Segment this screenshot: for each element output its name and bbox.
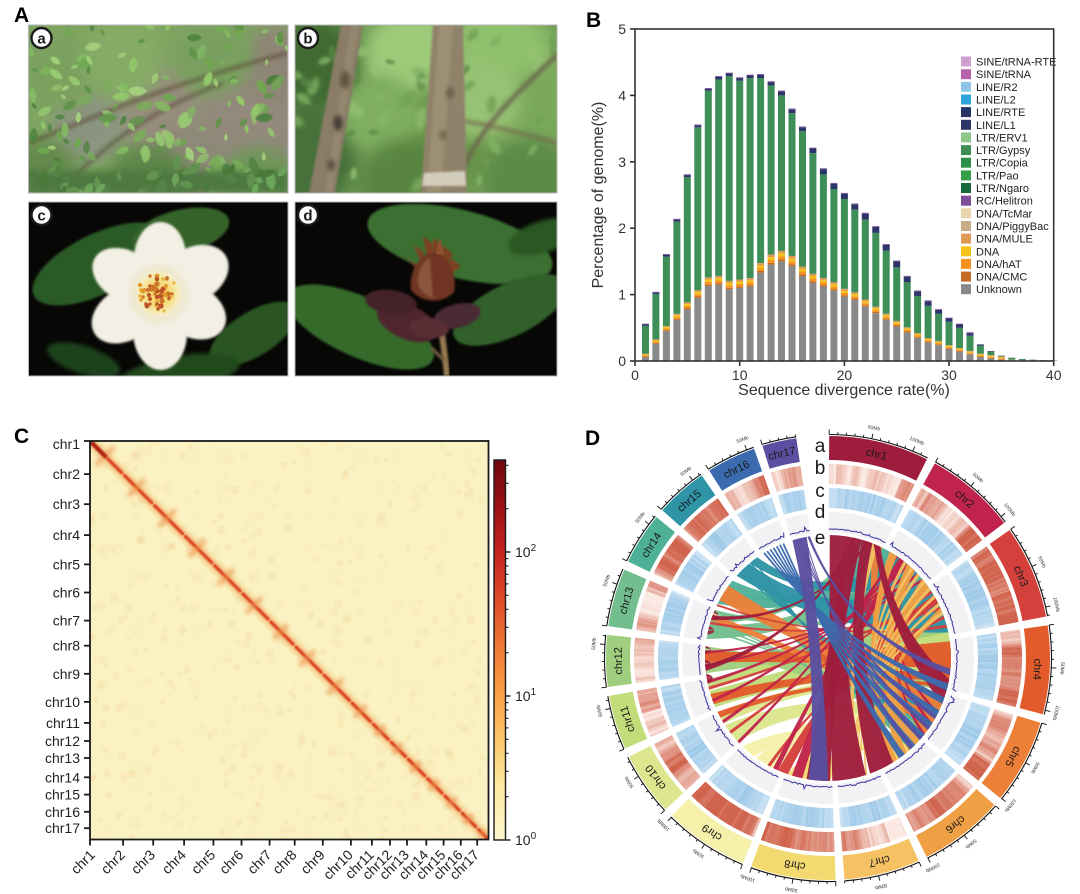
svg-text:c: c (37, 208, 45, 225)
svg-text:LINE/RTE: LINE/RTE (976, 107, 1025, 119)
svg-text:0: 0 (618, 353, 626, 369)
svg-text:SINE/tRNA-RTE: SINE/tRNA-RTE (976, 57, 1056, 69)
svg-text:chr7: chr7 (867, 852, 891, 869)
svg-text:chr8: chr8 (53, 638, 80, 654)
svg-text:100Mb: 100Mb (1002, 502, 1016, 518)
svg-text:50Mb: 50Mb (602, 574, 612, 588)
svg-text:chr9: chr9 (53, 666, 80, 682)
svg-text:100Mb: 100Mb (1051, 705, 1061, 721)
svg-text:Unknown: Unknown (976, 284, 1022, 296)
svg-text:chr13: chr13 (45, 750, 80, 766)
svg-text:50Mb: 50Mb (867, 424, 881, 432)
svg-text:chr12: chr12 (613, 647, 625, 675)
svg-text:LINE/L1: LINE/L1 (976, 120, 1016, 132)
svg-text:50Mb: 50Mb (624, 775, 636, 789)
svg-text:3: 3 (618, 154, 626, 170)
svg-text:100Mb: 100Mb (1003, 797, 1017, 813)
svg-text:LTR/ERV1: LTR/ERV1 (976, 132, 1028, 144)
svg-text:LINE/R2: LINE/R2 (976, 82, 1018, 94)
svg-text:4: 4 (618, 87, 626, 103)
svg-text:D: D (585, 427, 600, 450)
svg-text:2: 2 (618, 220, 626, 236)
svg-text:chr8: chr8 (783, 857, 806, 872)
svg-text:100Mb: 100Mb (1051, 597, 1060, 613)
svg-text:5: 5 (618, 21, 626, 37)
svg-text:a: a (815, 436, 826, 457)
svg-text:50Mb: 50Mb (971, 472, 985, 485)
svg-text:100Mb: 100Mb (909, 436, 926, 447)
svg-text:d: d (303, 208, 312, 225)
svg-text:c: c (815, 481, 825, 502)
svg-text:40: 40 (1046, 367, 1062, 383)
svg-text:chr1: chr1 (865, 446, 889, 463)
svg-text:A: A (14, 4, 29, 27)
svg-text:50Mb: 50Mb (1029, 761, 1040, 775)
svg-text:chr1: chr1 (53, 436, 80, 452)
svg-text:50Mb: 50Mb (736, 435, 750, 445)
svg-text:Percentage of genome(%): Percentage of genome(%) (590, 102, 607, 289)
svg-text:LTR/Copia: LTR/Copia (976, 158, 1029, 170)
svg-text:chr17: chr17 (45, 820, 80, 836)
svg-text:DNA/CMC: DNA/CMC (976, 272, 1027, 284)
svg-text:LTR/Gypsy: LTR/Gypsy (976, 145, 1031, 157)
svg-text:DNA/hAT: DNA/hAT (976, 259, 1022, 271)
svg-text:chr11: chr11 (46, 715, 80, 731)
svg-text:50Mb: 50Mb (964, 837, 978, 850)
svg-text:chr16: chr16 (45, 804, 80, 820)
svg-text:chr12: chr12 (45, 733, 80, 749)
svg-text:chr15: chr15 (45, 787, 80, 803)
svg-text:C: C (14, 425, 29, 448)
svg-text:b: b (815, 458, 826, 479)
svg-text:chr2: chr2 (53, 466, 80, 482)
svg-text:LINE/L2: LINE/L2 (976, 95, 1016, 107)
svg-text:DNA: DNA (976, 246, 1000, 258)
svg-text:chr5: chr5 (53, 556, 80, 572)
svg-text:100Mb: 100Mb (924, 861, 941, 873)
svg-text:chr3: chr3 (53, 496, 80, 512)
svg-text:50Mb: 50Mb (1036, 555, 1047, 569)
svg-text:RC/Helitron: RC/Helitron (976, 196, 1033, 208)
svg-text:DNA/MULE: DNA/MULE (976, 234, 1033, 246)
svg-text:Sequence divergence rate(%): Sequence divergence rate(%) (738, 382, 950, 399)
svg-text:chr4: chr4 (1030, 658, 1043, 680)
svg-text:50Mb: 50Mb (596, 704, 605, 718)
svg-text:chr14: chr14 (45, 769, 80, 785)
svg-text:50Mb: 50Mb (634, 511, 646, 525)
svg-text:chr6: chr6 (53, 585, 80, 601)
svg-text:d: d (815, 502, 826, 523)
svg-text:50Mb: 50Mb (591, 637, 598, 650)
svg-text:0: 0 (631, 367, 639, 383)
svg-text:50Mb: 50Mb (692, 847, 706, 859)
svg-text:50Mb: 50Mb (1058, 662, 1065, 675)
svg-text:100Mb: 100Mb (739, 872, 756, 883)
svg-text:30: 30 (941, 367, 957, 383)
svg-text:LTR/Pao: LTR/Pao (976, 170, 1019, 182)
svg-text:chr10: chr10 (45, 694, 80, 710)
svg-text:B: B (586, 9, 601, 32)
svg-text:a: a (37, 31, 46, 48)
svg-text:e: e (815, 528, 826, 549)
svg-text:b: b (303, 31, 312, 48)
svg-text:50Mb: 50Mb (679, 466, 693, 478)
svg-text:chr4: chr4 (53, 527, 80, 543)
svg-text:SINE/tRNA: SINE/tRNA (976, 69, 1032, 81)
svg-text:20: 20 (837, 367, 853, 383)
svg-text:LTR/Ngaro: LTR/Ngaro (976, 183, 1029, 195)
svg-text:50Mb: 50Mb (784, 885, 798, 893)
svg-text:10: 10 (732, 367, 748, 383)
svg-text:DNA/PiggyBac: DNA/PiggyBac (976, 221, 1049, 233)
svg-text:1: 1 (618, 287, 626, 303)
svg-text:50Mb: 50Mb (874, 882, 888, 891)
svg-text:DNA/TcMar: DNA/TcMar (976, 208, 1033, 220)
svg-text:chr7: chr7 (53, 613, 80, 629)
